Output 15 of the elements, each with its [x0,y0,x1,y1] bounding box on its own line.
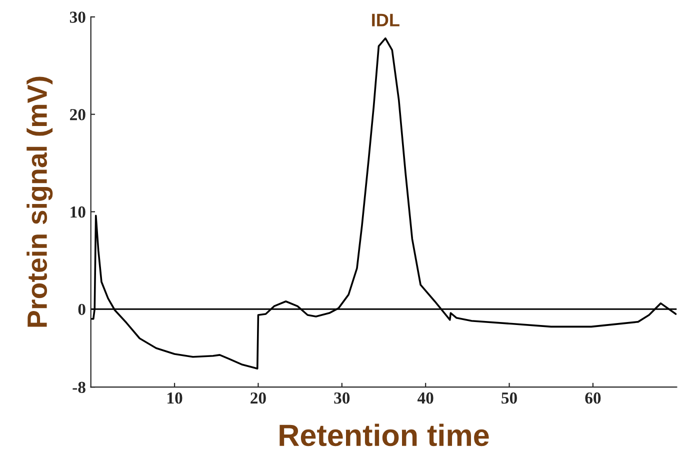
x-tick-label: 10 [168,392,182,404]
y-tick-label: 30 [70,12,86,23]
y-tick-label: 0 [78,304,86,316]
line-series [90,37,677,370]
x-tick-label: 50 [502,392,517,404]
x-axis-title: Retention time [280,424,489,446]
x-tick-label: 40 [417,392,434,404]
y-axis-title: Protein signal (mV) [26,76,53,327]
x-tick-label: 30 [334,392,350,404]
y-tick-label: 10 [70,206,86,218]
x-tick-label: 60 [585,392,601,404]
y-tick-label: 20 [70,109,86,120]
annotation: IDL [372,14,400,26]
y-tick-label: -8 [72,382,86,394]
x-tick-label: 20 [250,392,266,404]
